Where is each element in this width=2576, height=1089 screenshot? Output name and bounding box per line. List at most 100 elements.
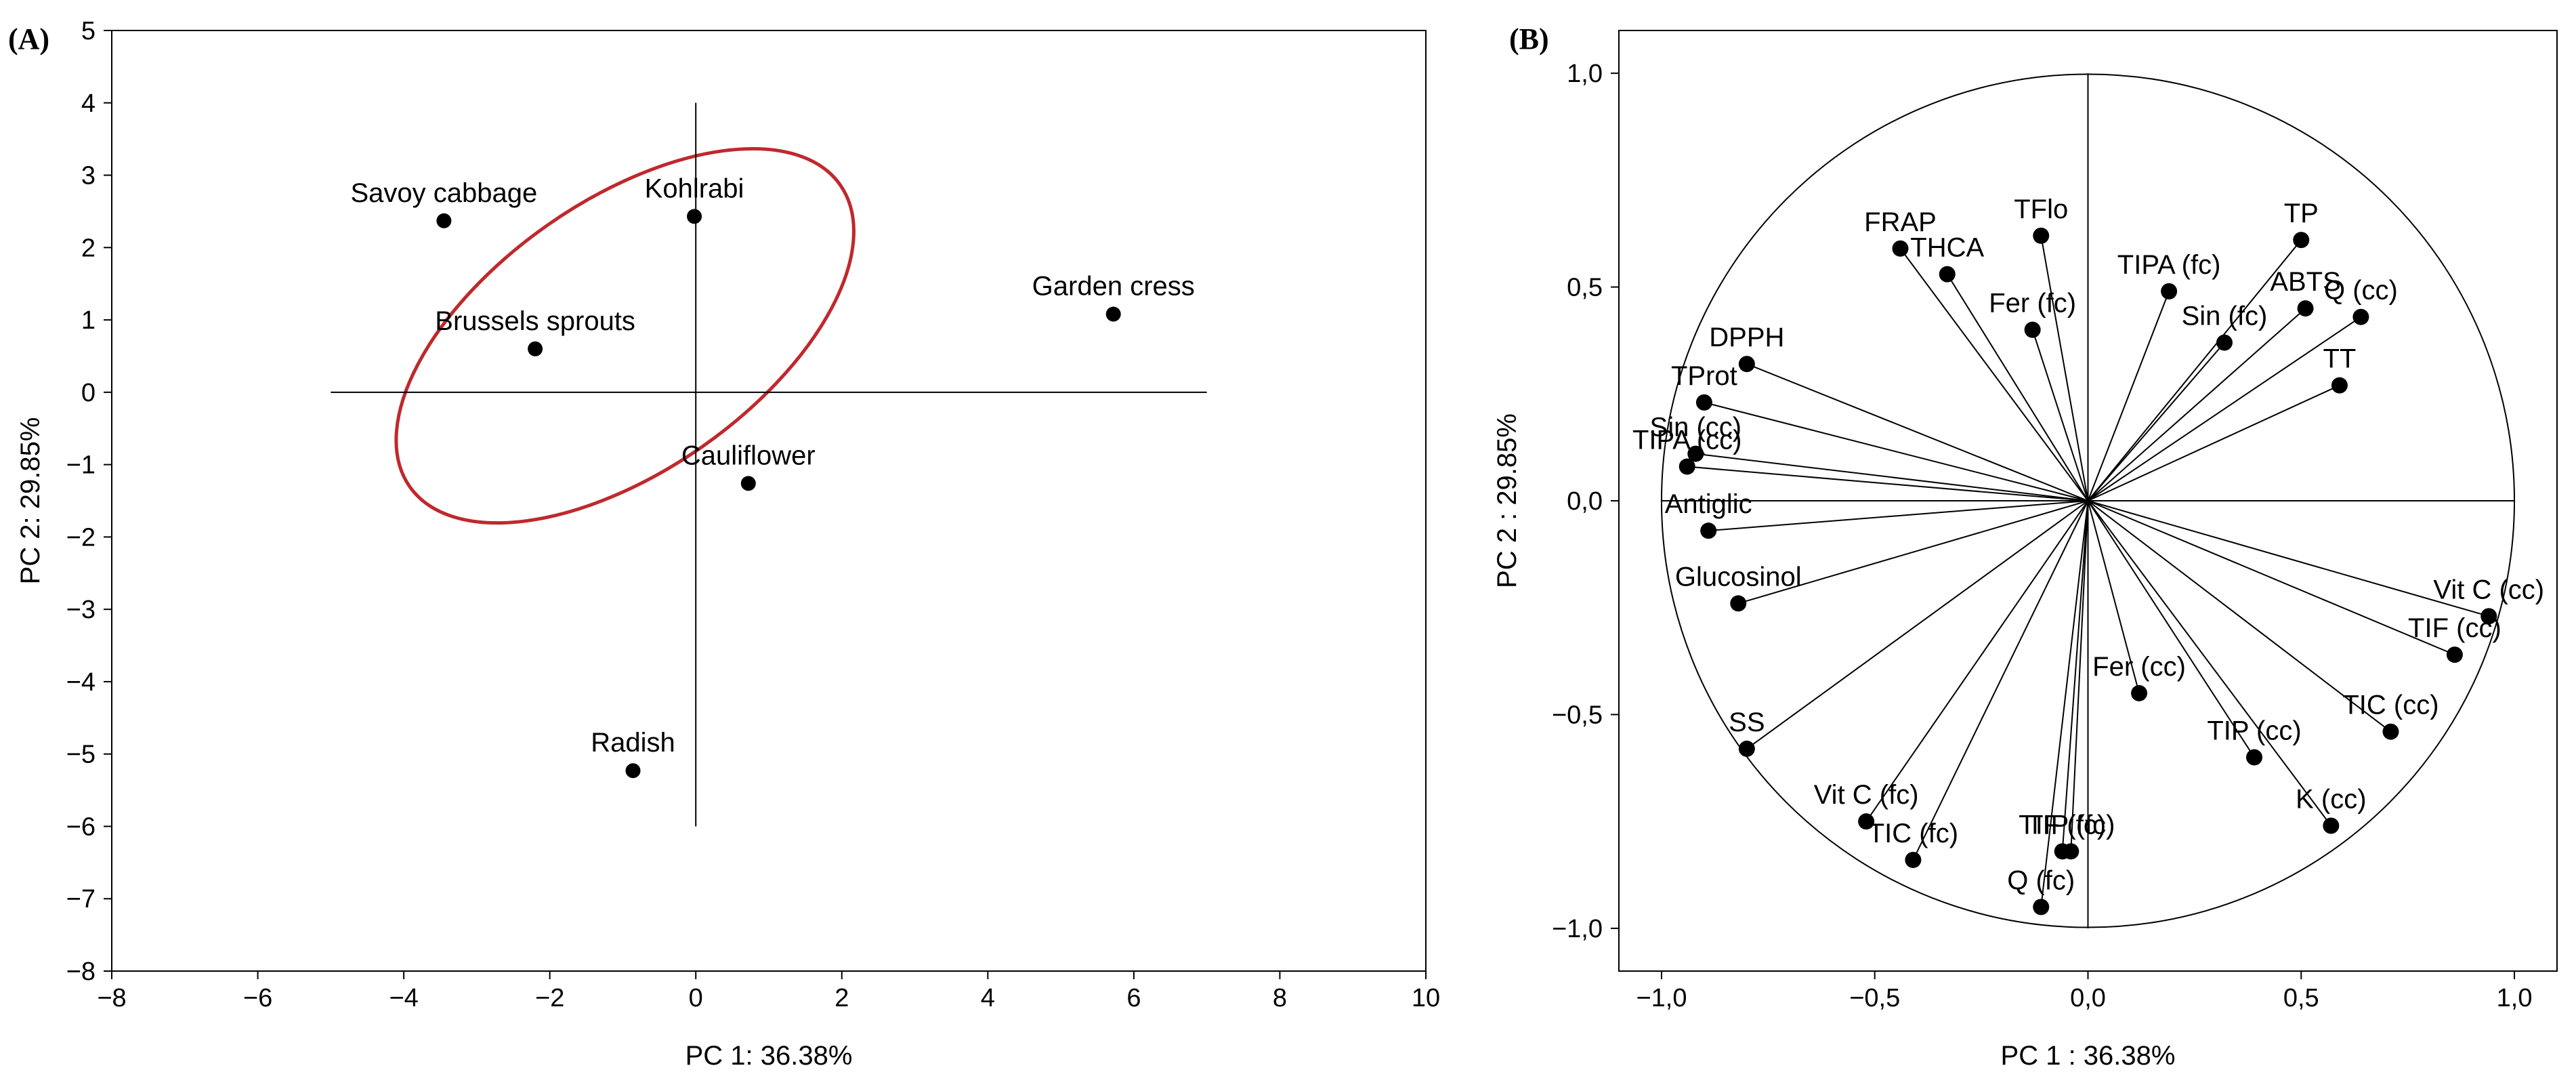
vector-point-tip-cc bbox=[2246, 749, 2263, 766]
vector-line-fer-fc bbox=[2031, 329, 2089, 501]
vector-point-tprot bbox=[1695, 394, 1712, 411]
vector-line-vit-c-fc bbox=[1865, 500, 2089, 822]
vector-label-abts: ABTS bbox=[2270, 267, 2340, 297]
panel-a-y-tick-label: 5 bbox=[81, 17, 96, 45]
vector-label-vit-c-cc: Vit C (cc) bbox=[2433, 575, 2544, 604]
vector-line-glucosinol bbox=[1737, 500, 2088, 604]
vector-line-tipa-cc bbox=[1687, 466, 2088, 501]
vector-label-antiglic: Antiglic bbox=[1665, 489, 1752, 519]
vector-line-tip-fc bbox=[2070, 500, 2089, 852]
point-label-radish: Radish bbox=[591, 728, 675, 758]
vector-label-tipa-cc: TIPA (cc) bbox=[1632, 426, 1741, 455]
vector-point-k-cc bbox=[2323, 817, 2340, 834]
panel-a-y-tick-label: −6 bbox=[66, 813, 96, 841]
panel-a-y-tick-label: −5 bbox=[66, 741, 96, 769]
panel-a-y-tick-label: 3 bbox=[81, 162, 96, 190]
vector-label-glucosinol: Glucosinol bbox=[1675, 562, 1802, 592]
panel-b-y-tick-label: 0,0 bbox=[1567, 487, 1603, 516]
vector-line-tflo bbox=[2040, 235, 2089, 501]
panel-b-label: (B) bbox=[1509, 22, 1549, 56]
panel-a-x-tick-label: 6 bbox=[1126, 984, 1141, 1012]
panel-b-x-axis-label: PC 1 : 36.38% bbox=[2001, 1041, 2176, 1071]
vector-point-sin-fc bbox=[2216, 334, 2233, 351]
vector-label-ss: SS bbox=[1729, 707, 1765, 737]
vector-label-fer-fc: Fer (fc) bbox=[1989, 289, 2076, 319]
panel-b-x-tick-label: −0,5 bbox=[1849, 984, 1900, 1012]
panel-a-x-tick-label: −8 bbox=[97, 984, 126, 1012]
panel-a-x-tick-label: −2 bbox=[535, 984, 564, 1012]
panel-a-x-tick-label: −4 bbox=[389, 984, 418, 1012]
vector-label-k-cc: K (cc) bbox=[2296, 784, 2366, 814]
vector-line-tif-cc bbox=[2088, 500, 2455, 656]
point-kohlrabi bbox=[687, 209, 702, 224]
vector-line-thca bbox=[1946, 274, 2089, 501]
point-cauliflower bbox=[740, 476, 756, 491]
panel-a-group-ellipse bbox=[394, 147, 856, 525]
panel-a-ellipse-group bbox=[394, 147, 856, 525]
vector-label-sin-fc: Sin (fc) bbox=[2182, 302, 2268, 331]
panel-b-x-tick-label: 0,0 bbox=[2070, 984, 2106, 1012]
vector-label-tic-fc: TIC (fc) bbox=[1868, 819, 1958, 848]
panel-a-label: (A) bbox=[8, 22, 49, 56]
panel-b-y-ticks: −1,0 −0,5 0,0 0,5 1,0 bbox=[1552, 60, 1619, 943]
point-label-savoy-cabbage: Savoy cabbage bbox=[351, 178, 538, 208]
vector-point-fer-cc bbox=[2131, 684, 2148, 701]
vector-line-tt bbox=[2088, 384, 2340, 501]
panel-a-y-tick-label: 0 bbox=[81, 379, 96, 407]
vector-line-abts bbox=[2087, 308, 2306, 501]
panel-b-x-ticks: −1,0 −0,5 0,0 0,5 1,0 bbox=[1636, 971, 2532, 1012]
panel-a-x-tick-label: 8 bbox=[1273, 984, 1287, 1012]
panel-a-y-tick-label: 4 bbox=[81, 89, 96, 118]
vector-label-fer-cc: Fer (cc) bbox=[2092, 652, 2186, 682]
vector-point-fer-fc bbox=[2024, 321, 2041, 338]
panel-b-y-tick-label: −1,0 bbox=[1552, 915, 1603, 943]
vector-point-tipa-fc bbox=[2161, 283, 2178, 300]
vector-line-k-cc bbox=[2087, 500, 2332, 827]
vector-line-tif-fc bbox=[2061, 500, 2089, 852]
vector-line-vit-c-cc bbox=[2088, 500, 2489, 617]
vector-line-dpph bbox=[1746, 363, 2088, 501]
vector-line-frap bbox=[1899, 248, 2089, 501]
vector-line-sin-cc bbox=[1695, 453, 2088, 501]
vector-point-tic-cc bbox=[2382, 723, 2399, 740]
vector-label-frap: FRAP bbox=[1864, 207, 1937, 237]
panel-a-x-tick-label: 4 bbox=[981, 984, 995, 1012]
vector-point-sin-cc bbox=[1687, 445, 1704, 462]
vector-label-tipa-fc: TIPA (fc) bbox=[2117, 250, 2221, 280]
vector-label-tp: TP bbox=[2284, 199, 2319, 228]
vector-line-tp bbox=[2087, 239, 2302, 501]
panel-a-x-ticks: −8 −6 −4 −2 0 2 4 6 8 10 bbox=[97, 971, 1440, 1012]
panel-a-y-tick-label: −7 bbox=[66, 885, 96, 913]
vector-label-sin-cc: Sin (cc) bbox=[1650, 413, 1742, 443]
panel-a: (A) −8 −6 −4 −2 0 2 4 6 8 10 −8 −7 −6 −5 −4 −3 −2 −1 0 1 2 3… bbox=[8, 17, 1440, 1071]
vector-label-tif-fc: TIF (fc) bbox=[2019, 810, 2106, 840]
panel-b-y-tick-label: 1,0 bbox=[1567, 60, 1603, 88]
vector-line-fer-cc bbox=[2087, 500, 2140, 694]
panel-a-x-tick-label: 2 bbox=[835, 984, 849, 1012]
vector-point-frap bbox=[1892, 240, 1909, 257]
vector-point-dpph bbox=[1738, 356, 1755, 373]
point-label-cauliflower: Cauliflower bbox=[681, 440, 816, 470]
vector-point-vit-c-cc bbox=[2480, 608, 2497, 625]
panel-a-x-tick-label: 0 bbox=[689, 984, 703, 1012]
vector-point-tipa-cc bbox=[1678, 458, 1695, 475]
vector-point-tflo bbox=[2033, 227, 2050, 244]
vector-label-tip-cc: TIP (cc) bbox=[2207, 716, 2301, 746]
vector-point-thca bbox=[1939, 266, 1956, 283]
vector-label-q-fc: Q (fc) bbox=[2007, 865, 2075, 895]
point-label-kohlrabi: Kohlrabi bbox=[645, 173, 744, 203]
vector-point-tp bbox=[2293, 232, 2310, 249]
vector-line-q-fc bbox=[2040, 500, 2089, 907]
panel-a-x-tick-label: 10 bbox=[1412, 984, 1440, 1012]
point-garden-cress bbox=[1105, 306, 1121, 322]
panel-a-y-tick-label: −4 bbox=[66, 668, 96, 697]
vector-point-tic-fc bbox=[1905, 851, 1922, 868]
panel-b-x-tick-label: 0,5 bbox=[2283, 984, 2319, 1012]
vector-label-tflo: TFlo bbox=[2014, 194, 2068, 224]
vector-point-ss bbox=[1738, 740, 1755, 757]
vector-point-q-cc bbox=[2352, 308, 2369, 325]
vector-line-antiglic bbox=[1708, 500, 2088, 532]
vector-point-tif-cc bbox=[2446, 646, 2463, 663]
vector-line-tic-fc bbox=[1912, 500, 2089, 861]
panel-a-plot-frame bbox=[111, 30, 1427, 972]
